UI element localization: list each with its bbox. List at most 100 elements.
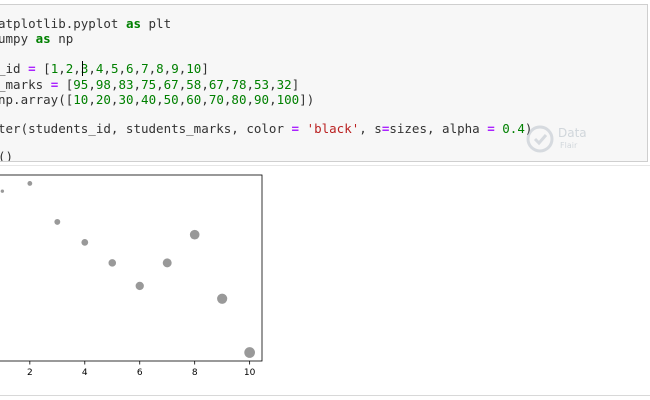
code-token: , xyxy=(246,92,255,107)
code-token: ) xyxy=(524,121,533,136)
x-tick-label: 4 xyxy=(82,368,88,378)
code-token: , xyxy=(73,61,81,76)
code-token: , xyxy=(88,92,96,107)
code-token: , xyxy=(88,77,96,92)
data-point xyxy=(0,189,5,193)
code-token: , xyxy=(246,77,255,92)
code-token: 7 xyxy=(141,61,149,76)
chart-points xyxy=(0,181,255,358)
code-token: , xyxy=(178,77,187,92)
code-token: , xyxy=(118,61,127,76)
code-token: 30 xyxy=(118,92,134,107)
output-divider xyxy=(0,165,650,166)
code-token: plt xyxy=(141,16,172,31)
code-token: np xyxy=(50,31,74,46)
data-point xyxy=(81,238,89,246)
code-line: np.array([10,20,30,40,50,60,70,80,90,100… xyxy=(0,92,314,108)
code-token: = xyxy=(28,61,36,76)
code-token: 10 xyxy=(186,61,202,76)
code-token: atplotlib.pyplot xyxy=(0,16,126,31)
scatter-chart: 2 4 6 8 10 xyxy=(0,174,263,378)
code-token: 40 xyxy=(141,92,157,107)
code-token: 100 xyxy=(276,92,300,107)
code-token: 58 xyxy=(186,77,202,92)
code-line: () xyxy=(0,149,14,162)
code-token: , xyxy=(58,61,66,76)
data-flair-watermark-icon: Data Flair xyxy=(526,125,587,153)
code-token: umpy xyxy=(0,31,36,46)
code-token: , xyxy=(148,61,157,76)
code-token: [ xyxy=(58,77,74,92)
watermark-line1: Data xyxy=(558,126,587,140)
code-token: , xyxy=(178,92,187,107)
code-token: 'black' xyxy=(306,121,360,136)
code-token: sizes, alpha xyxy=(389,121,488,136)
x-tick-label: 8 xyxy=(192,368,198,378)
code-token: 53 xyxy=(254,77,270,92)
code-token: 98 xyxy=(95,77,111,92)
x-tick-label: 2 xyxy=(27,368,33,378)
code-token: () xyxy=(0,149,14,162)
code-token: 32 xyxy=(276,77,292,92)
code-token: 9 xyxy=(171,61,179,76)
data-point xyxy=(27,181,33,186)
code-token: 50 xyxy=(163,92,179,107)
code-token: as xyxy=(125,16,141,31)
output-bottom-border xyxy=(0,395,650,396)
code-line: ter(students_id, students_marks, color =… xyxy=(0,121,532,137)
code-token: , xyxy=(156,77,164,92)
data-point xyxy=(189,229,200,240)
data-point xyxy=(217,293,228,304)
code-token: , xyxy=(201,92,209,107)
code-token: , xyxy=(223,77,232,92)
code-token: , xyxy=(163,61,172,76)
code-token: as xyxy=(35,31,51,46)
code-token: 1 xyxy=(50,61,59,76)
code-token: 60 xyxy=(186,92,202,107)
code-token: , xyxy=(156,92,164,107)
code-token: = xyxy=(381,121,390,136)
code-token: , xyxy=(110,92,119,107)
code-token: ] xyxy=(291,77,300,92)
code-token: 20 xyxy=(95,92,111,107)
code-token: 8 xyxy=(156,61,164,76)
text-cursor xyxy=(82,61,83,76)
chart-ticks: 2 4 6 8 10 xyxy=(27,361,256,378)
code-token: , xyxy=(133,92,142,107)
code-token: 10 xyxy=(73,92,89,107)
data-point xyxy=(162,258,172,268)
code-token: , xyxy=(269,77,277,92)
code-token: 95 xyxy=(73,77,89,92)
code-cell[interactable]: atplotlib.pyplot as plt umpy as np _id = [… xyxy=(0,4,648,162)
code-token: , xyxy=(223,92,232,107)
code-token: , xyxy=(133,77,142,92)
code-token: = xyxy=(291,121,300,136)
code-token: ]) xyxy=(299,92,315,107)
code-token: = xyxy=(487,121,495,136)
chart-axes xyxy=(0,174,263,362)
code-token: , s xyxy=(359,121,382,136)
code-token: 3 xyxy=(80,61,89,76)
plot-frame xyxy=(0,174,263,362)
code-token: 83 xyxy=(118,77,134,92)
code-token: = xyxy=(50,77,59,92)
code-token: 5 xyxy=(110,61,119,76)
x-tick-label: 6 xyxy=(137,368,143,378)
code-line: _marks = [95,98,83,75,67,58,67,78,53,32] xyxy=(0,77,299,93)
code-token: 75 xyxy=(141,77,157,92)
code-token: ter(students_id, students_marks, color xyxy=(0,121,292,136)
code-token: , xyxy=(269,92,277,107)
code-token: 67 xyxy=(208,77,224,92)
code-token: , xyxy=(88,61,96,76)
code-token: _marks xyxy=(0,77,51,92)
data-point xyxy=(108,259,117,267)
code-token: ] xyxy=(201,61,209,76)
code-token: , xyxy=(110,77,119,92)
code-token: np.array([ xyxy=(0,92,74,107)
code-token: 78 xyxy=(231,77,247,92)
code-token: 67 xyxy=(163,77,179,92)
watermark-line2: Flair xyxy=(560,141,578,150)
code-token: 70 xyxy=(208,92,224,107)
code-token: , xyxy=(201,77,209,92)
data-point xyxy=(54,218,61,225)
